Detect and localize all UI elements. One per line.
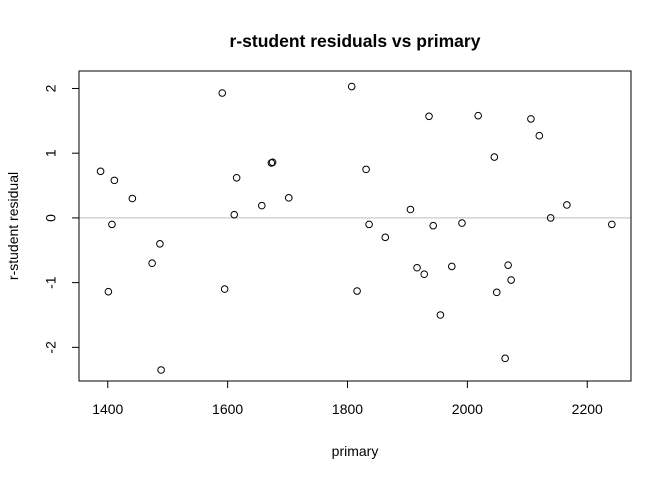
data-point	[220, 285, 229, 293]
data-point	[507, 276, 515, 284]
chart-title: r-student residuals vs primary	[230, 31, 481, 51]
data-point	[474, 111, 482, 120]
data-point	[284, 194, 293, 202]
x-tick-label: 1600	[212, 401, 243, 417]
x-axis: 1400 1600 1800 2000 2200	[92, 380, 603, 417]
data-point	[353, 287, 361, 295]
data-point	[104, 287, 113, 296]
x-tick-label: 1800	[332, 401, 363, 417]
y-tick-label: 1	[43, 149, 59, 157]
data-point	[436, 311, 445, 319]
data-point	[504, 261, 512, 269]
points-layer	[96, 82, 616, 374]
data-point	[458, 219, 466, 227]
data-point	[148, 259, 156, 268]
x-tick-label: 1400	[92, 401, 123, 417]
data-point	[230, 210, 239, 219]
data-point	[420, 270, 429, 279]
data-point	[96, 167, 105, 176]
data-point	[108, 220, 116, 229]
data-point	[232, 173, 241, 182]
data-point	[110, 176, 119, 185]
data-point	[218, 89, 227, 97]
data-point	[429, 221, 438, 230]
data-point	[406, 205, 415, 214]
y-tick-label: 2	[43, 84, 59, 92]
data-point	[381, 233, 390, 242]
data-point	[157, 366, 165, 374]
data-point	[365, 220, 373, 229]
y-tick-label: -1	[43, 276, 59, 289]
data-point	[527, 115, 535, 123]
data-point	[501, 354, 509, 363]
data-point	[546, 214, 555, 222]
data-point	[608, 220, 616, 229]
data-point	[413, 263, 421, 272]
data-point	[258, 201, 266, 210]
data-point	[490, 153, 499, 161]
y-tick-label: 0	[43, 214, 59, 222]
x-axis-label: primary	[332, 443, 379, 459]
x-tick-label: 2000	[452, 401, 483, 417]
data-point	[535, 131, 544, 140]
data-point	[447, 262, 456, 271]
data-point	[563, 201, 571, 209]
y-tick-label: -2	[43, 341, 59, 354]
x-tick-label: 2200	[572, 401, 603, 417]
y-axis: -2 -1 0 1 2	[43, 84, 80, 354]
data-point	[268, 158, 277, 167]
plot-frame	[78, 70, 632, 382]
data-point	[362, 165, 370, 174]
y-axis-label: r-student residual	[5, 172, 21, 280]
data-point	[347, 82, 356, 91]
data-point	[492, 288, 501, 297]
data-point	[128, 194, 137, 203]
data-point	[156, 239, 164, 248]
data-point	[425, 112, 433, 121]
